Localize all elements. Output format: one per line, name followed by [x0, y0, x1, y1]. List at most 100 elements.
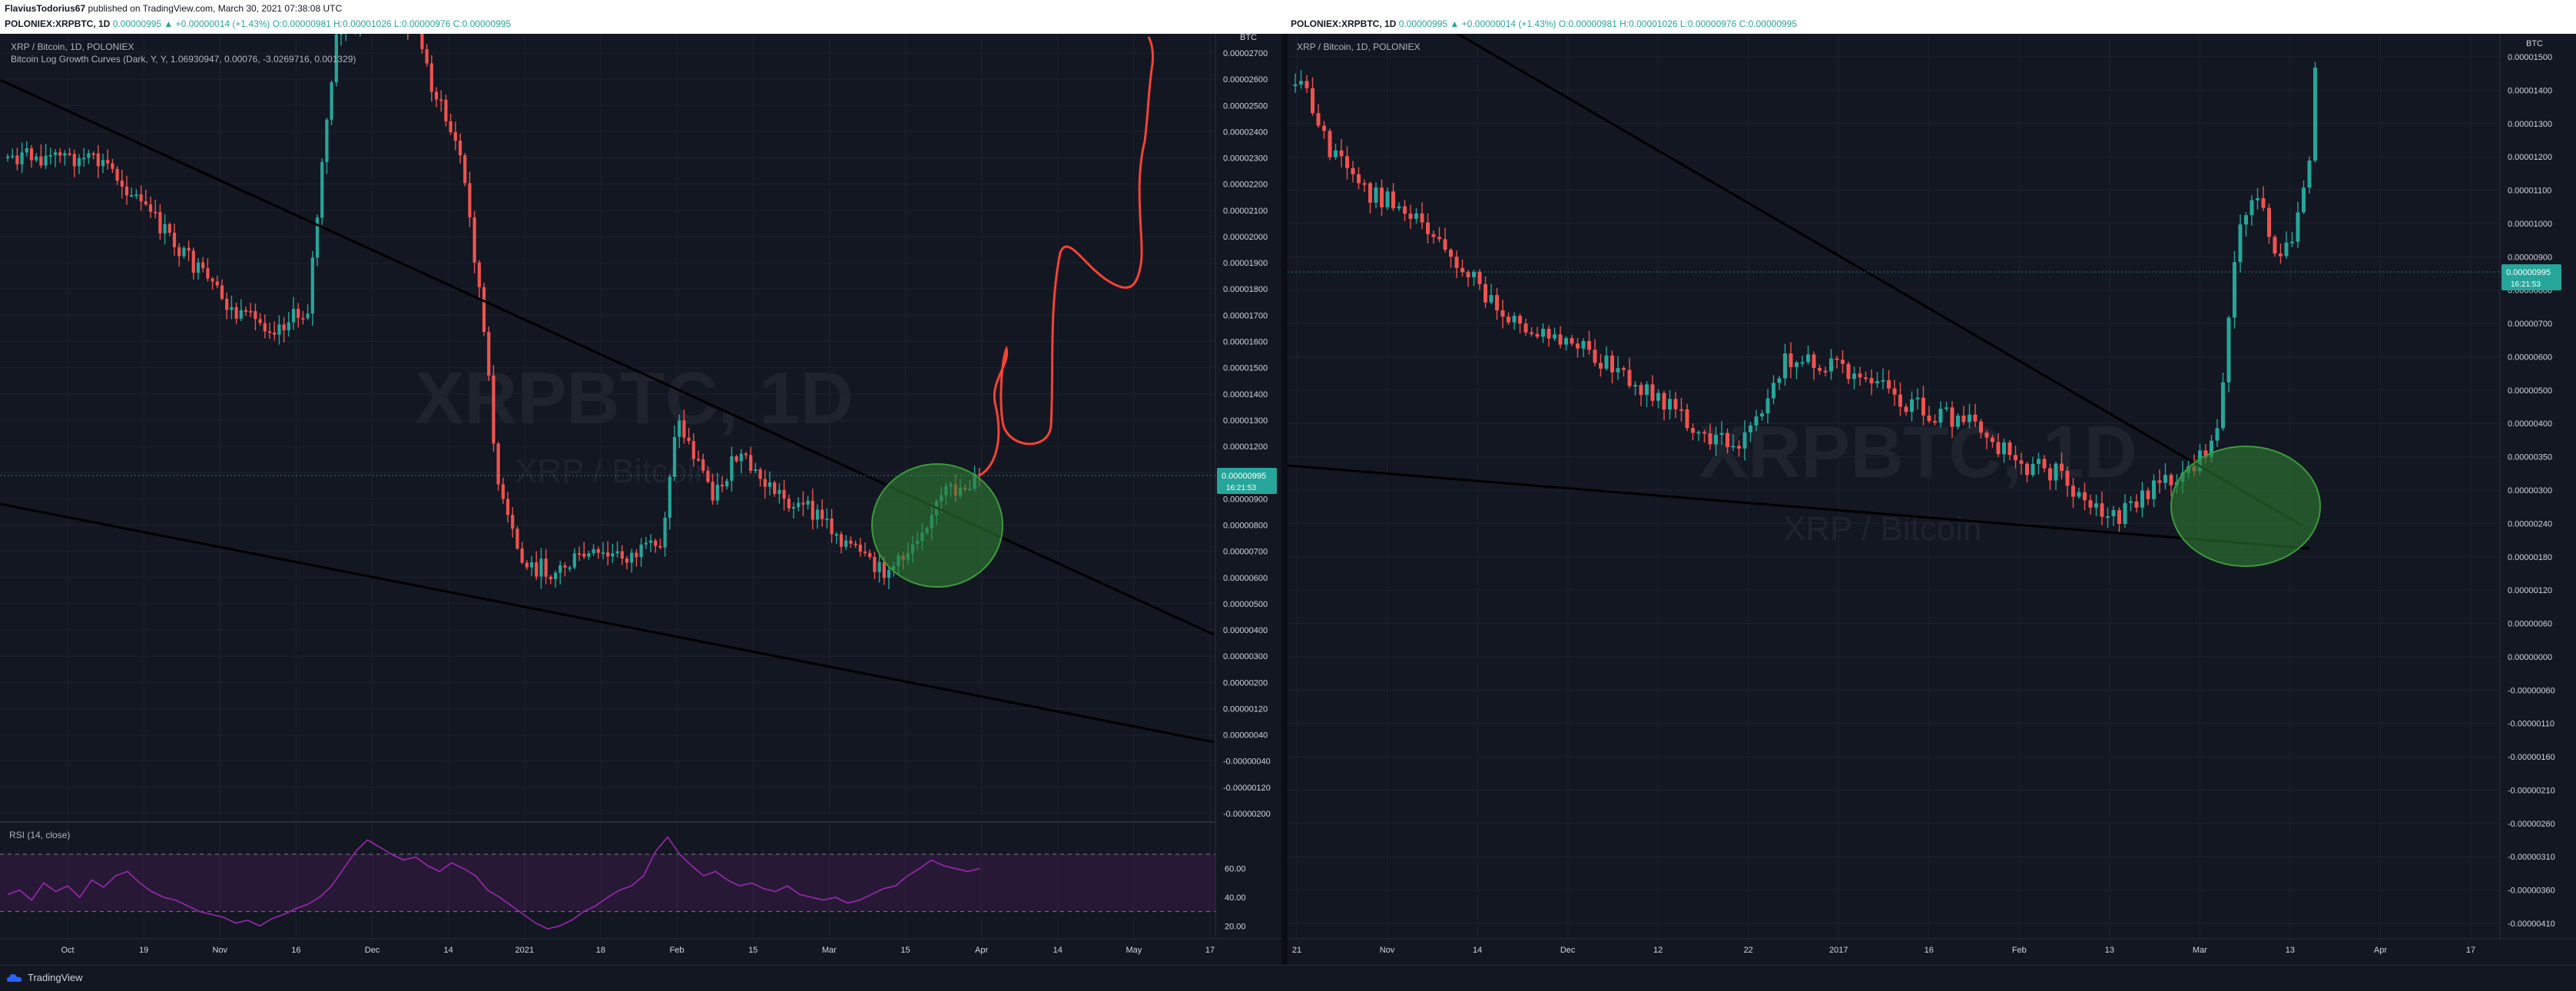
right-candle	[1293, 84, 1298, 86]
right-candle	[1357, 174, 1361, 184]
left-countdown: 16:21:53	[1226, 484, 1256, 492]
left-candle	[620, 551, 624, 558]
left-x-tick: Nov	[212, 946, 227, 955]
left-candle	[663, 517, 667, 548]
left-candle	[767, 482, 772, 487]
left-candle	[72, 154, 76, 167]
left-candle	[434, 91, 439, 100]
left-candle	[825, 519, 829, 521]
left-candle	[310, 257, 314, 314]
left-candle	[668, 476, 671, 518]
left-candle	[601, 552, 605, 555]
published-text: published on TradingView.com, March 30, …	[85, 3, 343, 14]
right-x-tick: Mar	[2193, 946, 2207, 955]
left-candle	[744, 453, 748, 456]
right-watermark-main: XRPBTC, 1D	[1699, 411, 2137, 493]
left-symbol-info: POLONIEX:XRPBTC, 1D 0.00000995 ▲ +0.0000…	[5, 18, 511, 29]
left-x-tick: May	[1126, 946, 1142, 955]
left-candle	[611, 553, 615, 557]
right-candle	[1864, 377, 1868, 379]
right-candle	[2071, 486, 2075, 497]
right-candle	[1414, 213, 1418, 219]
left-candle	[87, 153, 91, 158]
left-candle	[267, 331, 272, 333]
right-y-tick: 0.00000500	[2508, 386, 2552, 396]
left-candle	[39, 156, 43, 166]
tradingview-logo[interactable]: TradingView	[6, 972, 83, 983]
right-candle	[1772, 383, 1775, 399]
right-x-tick: Feb	[2012, 946, 2027, 955]
left-chart-panel[interactable]: XRPBTC, 1D XRP / Bitcoin 0.00002700 0.000…	[0, 34, 1281, 965]
left-x-tick: Dec	[365, 946, 380, 955]
left-y-tick: 0.00001800	[1223, 285, 1268, 294]
right-candle	[1523, 323, 1528, 333]
left-y-tick: 0.00000800	[1223, 521, 1268, 530]
right-y-tick: 0.00000700	[2508, 320, 2552, 329]
pane-divider[interactable]	[1281, 34, 1288, 965]
left-candle	[477, 262, 481, 287]
right-candle	[2244, 215, 2248, 225]
left-candle	[106, 160, 110, 164]
rsi-y-tick: 60.00	[1225, 865, 1246, 874]
right-candle	[1339, 150, 1344, 157]
left-candle	[763, 479, 767, 487]
right-candle	[1616, 368, 1620, 373]
right-candle	[2019, 460, 2024, 464]
right-chart-canvas[interactable]: 0.00001500 0.00001400 0.00001300 0.00001200…	[1288, 34, 2576, 965]
author-name[interactable]: FlaviusTodorius67	[5, 3, 86, 14]
left-candle	[715, 484, 719, 501]
right-candle	[1650, 384, 1655, 401]
left-candle	[696, 459, 701, 461]
left-candle	[273, 332, 277, 335]
rsi-band-fill	[0, 854, 1215, 912]
right-candle	[1420, 213, 1424, 223]
right-candle	[1875, 381, 1879, 383]
left-candle	[549, 576, 552, 579]
right-candle	[2307, 161, 2312, 188]
right-y-tick: 0.00000900	[2508, 253, 2552, 262]
right-candle	[1547, 328, 1551, 339]
right-candle	[1795, 362, 1799, 367]
right-candle	[2083, 492, 2087, 501]
left-candle	[148, 204, 153, 212]
right-y-tick: 0.00000300	[2508, 486, 2552, 496]
left-candle	[472, 217, 476, 263]
right-candle	[1719, 433, 1724, 435]
left-y-tick: -0.00000120	[1223, 784, 1271, 793]
left-candle	[725, 480, 729, 487]
right-candle	[1489, 295, 1494, 303]
left-highlight-ellipse	[871, 463, 1003, 588]
right-candle	[1691, 428, 1695, 433]
left-candle	[330, 82, 333, 120]
right-candle	[1345, 156, 1349, 168]
left-candle	[282, 324, 286, 330]
right-candle	[1322, 125, 1326, 131]
left-y-tick: 0.00000700	[1223, 548, 1268, 557]
left-candle	[806, 500, 810, 505]
right-candle	[1702, 432, 1706, 434]
right-candle	[2134, 501, 2139, 508]
left-candle	[263, 323, 267, 332]
left-candle	[48, 154, 52, 157]
right-candle	[1351, 167, 1355, 174]
right-candle	[1968, 414, 1971, 423]
left-candle	[163, 224, 167, 234]
left-candle	[701, 459, 705, 472]
right-candle	[1633, 385, 1637, 387]
right-candle	[1731, 446, 1736, 448]
right-candle	[1639, 385, 1643, 396]
right-candle	[2233, 262, 2236, 318]
left-candle	[559, 565, 562, 573]
right-candle	[2296, 212, 2300, 242]
left-candle	[158, 211, 162, 234]
right-candle	[2284, 242, 2289, 257]
left-lower-trendline	[0, 502, 1215, 744]
left-y-tick: 0.00001600	[1223, 338, 1268, 347]
left-candle	[496, 443, 500, 485]
left-y-tick: 0.00002400	[1223, 128, 1268, 137]
left-watermark-sub: XRP / Bitcoin	[515, 452, 714, 490]
right-chart-panel[interactable]: XRPBTC, 1D XRP / Bitcoin 0.00001500 0.000…	[1288, 34, 2576, 965]
left-chart-canvas[interactable]: 0.00002700 0.00002600 0.00002500 0.00002400…	[0, 34, 1281, 965]
left-candle	[315, 217, 320, 258]
left-y-tick: 0.00001500	[1223, 364, 1268, 373]
